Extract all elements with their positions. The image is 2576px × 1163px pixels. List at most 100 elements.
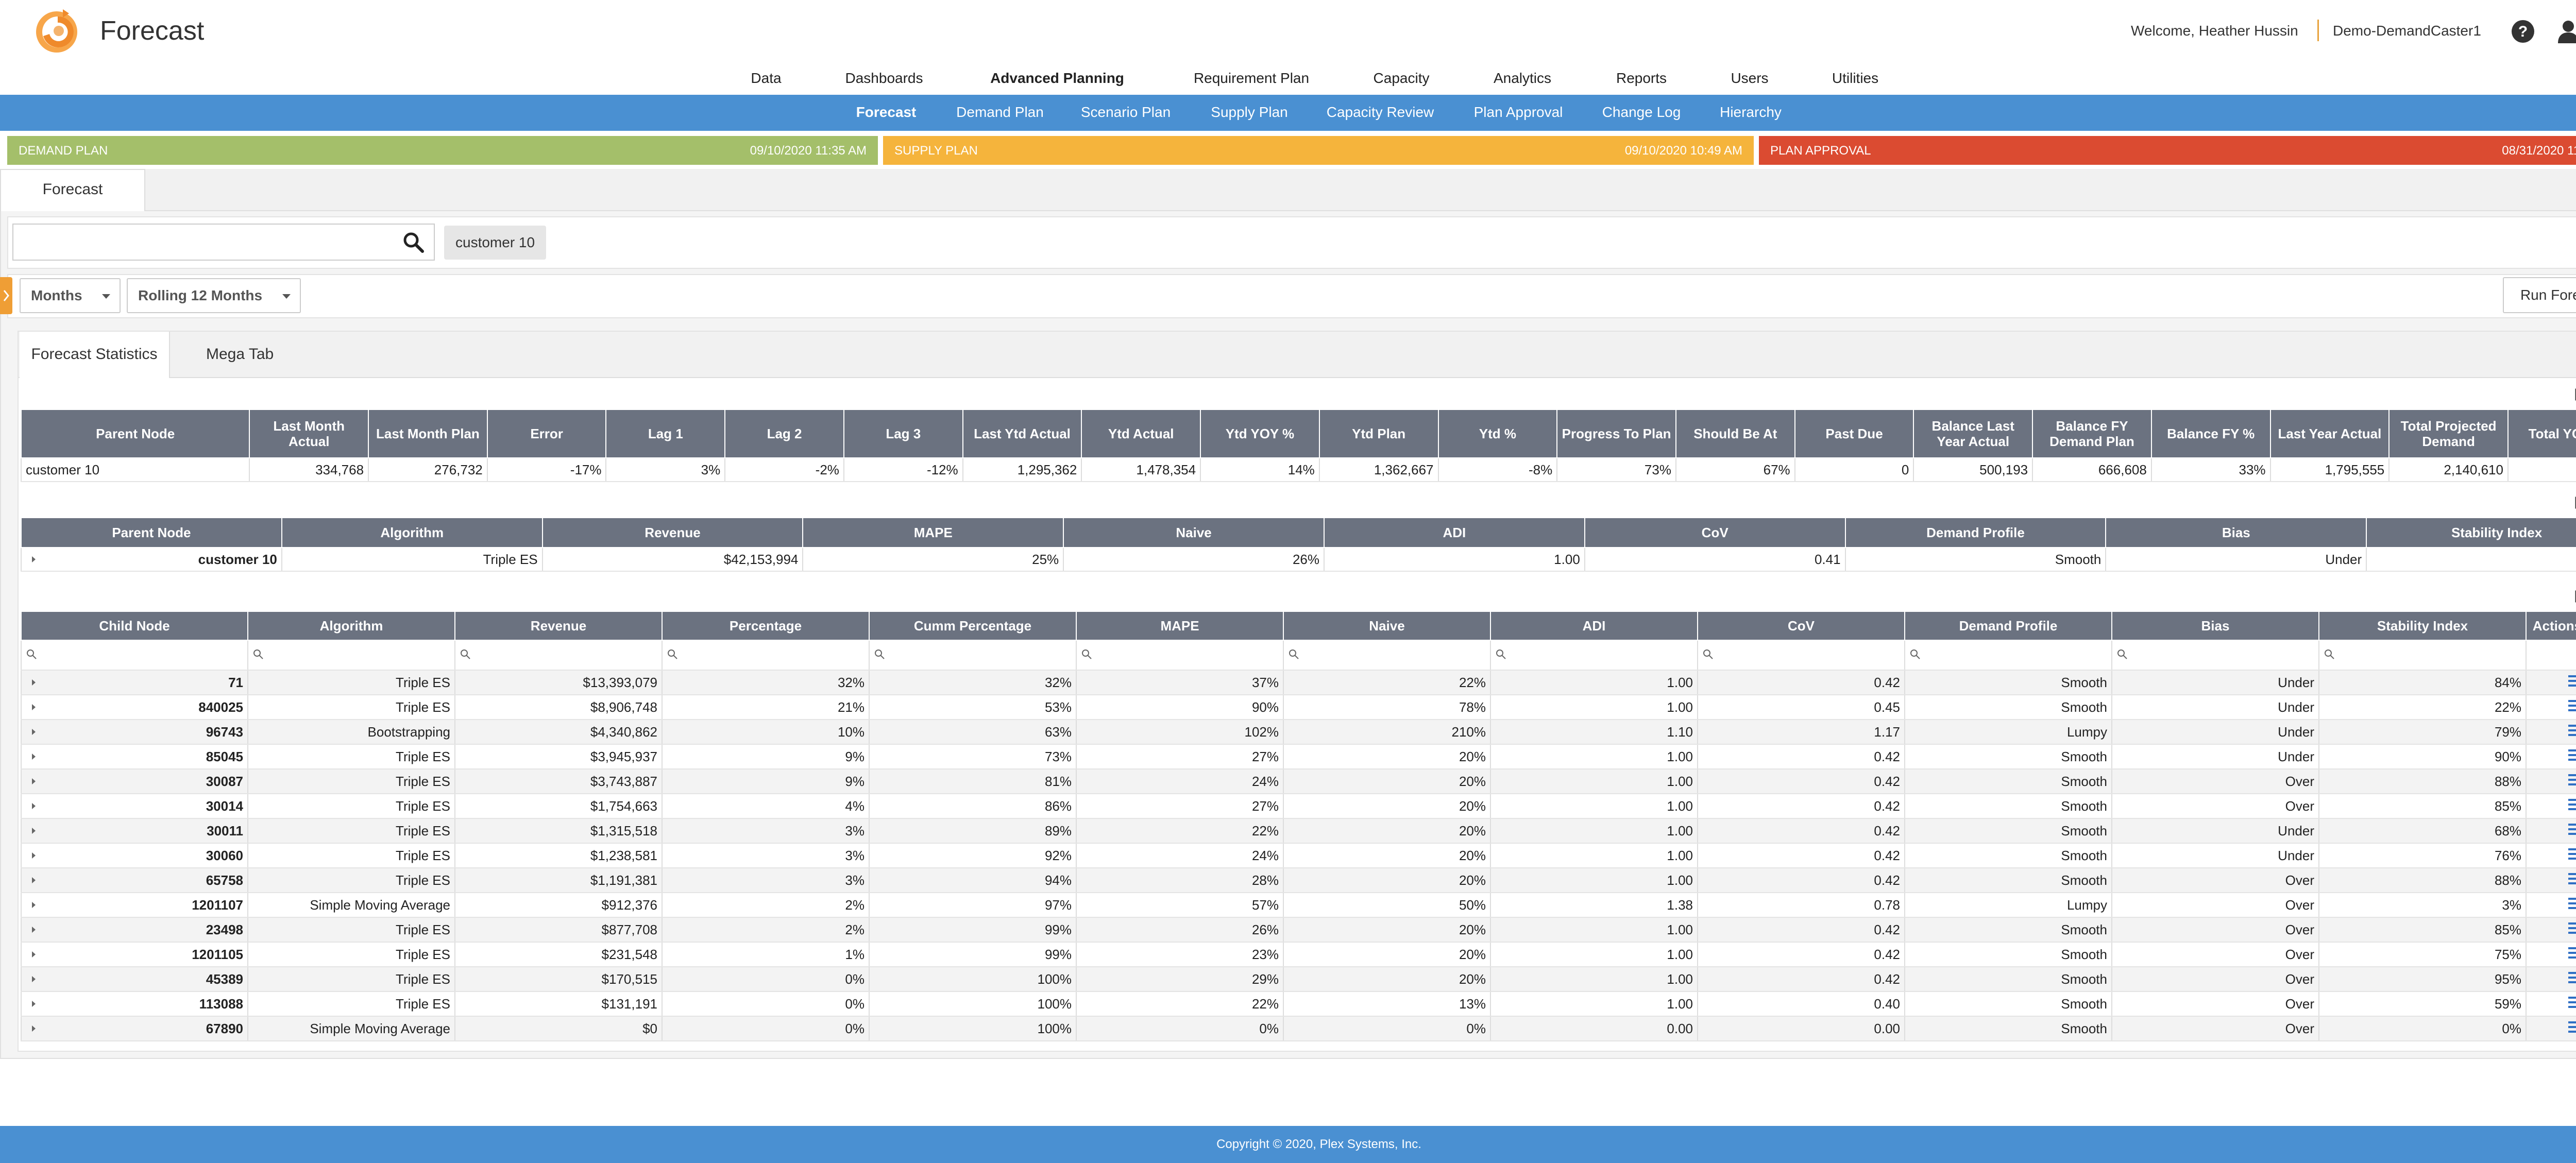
column-header-naive[interactable]: Naive [1283,611,1491,641]
column-filter[interactable] [869,640,1076,671]
column-header-cumm-percentage[interactable]: Cumm Percentage [869,611,1077,641]
node-cell[interactable]: customer 10 [21,548,282,572]
search-input[interactable] [12,224,435,261]
actions-menu-cell[interactable] [2526,868,2576,893]
subnav-item-capacity-review[interactable]: Capacity Review [1326,104,1434,120]
actions-menu-cell[interactable] [2526,744,2576,769]
actions-menu-cell[interactable] [2526,794,2576,819]
column-header-should-be-at[interactable]: Should Be At [1675,409,1795,458]
node-cell[interactable]: 85045 [21,744,248,769]
copy-icon[interactable] [2574,493,2576,512]
expand-icon[interactable] [32,1001,36,1007]
column-filter[interactable] [21,640,248,671]
actions-menu-cell[interactable] [2526,1016,2576,1041]
actions-menu-icon[interactable] [2567,772,2576,788]
column-header-parent-node[interactable]: Parent Node [20,409,250,458]
node-cell[interactable]: 30087 [21,769,248,794]
table-row[interactable]: 23498 Triple ES $877,708 2% 99% 26% 20% 1.00 0.4… [21,917,2576,943]
column-filter[interactable] [662,640,869,671]
expand-icon[interactable] [32,679,36,686]
logo-icon[interactable] [32,6,81,56]
node-cell[interactable]: 840025 [21,695,248,720]
actions-menu-icon[interactable] [2567,945,2576,961]
column-filter[interactable] [1697,640,1905,671]
copy-icon[interactable] [2574,385,2576,404]
column-header-total-yoy[interactable]: Total YOY % [2507,409,2576,458]
table-row[interactable]: 1201107 Simple Moving Average $912,376 2% 97… [21,893,2576,918]
node-cell[interactable]: 113088 [21,991,248,1017]
table-row[interactable]: 113088 Triple ES $131,191 0% 100% 22% 13% 1.00 0… [21,991,2576,1017]
column-header-algorithm[interactable]: Algorithm [281,517,543,548]
column-header-adi[interactable]: ADI [1490,611,1698,641]
actions-menu-cell[interactable] [2526,720,2576,745]
actions-menu-cell[interactable] [2526,917,2576,943]
column-header-bias[interactable]: Bias [2111,611,2319,641]
status-bar-plan-approval[interactable]: PLAN APPROVAL 08/31/2020 11:01 PM [1759,136,2576,165]
column-filter[interactable] [2318,640,2526,671]
column-filter[interactable] [454,640,662,671]
column-header-stability-index[interactable]: Stability Index [2318,611,2527,641]
column-header-ytd-yoy[interactable]: Ytd YOY % [1200,409,1320,458]
column-header-last-month-actual[interactable]: Last Month Actual [249,409,369,458]
node-cell[interactable]: 30014 [21,794,248,819]
actions-menu-cell[interactable] [2526,991,2576,1017]
column-header-ytd-actual[interactable]: Ytd Actual [1081,409,1201,458]
subnav-item-demand-plan[interactable]: Demand Plan [956,104,1044,120]
column-header-last-year-actual[interactable]: Last Year Actual [2269,409,2390,458]
tab-forecast-page[interactable]: Forecast [0,169,145,211]
expand-icon[interactable] [32,828,36,834]
column-filter[interactable] [1283,640,1490,671]
column-header-naive[interactable]: Naive [1063,517,1325,548]
expand-icon[interactable] [32,852,36,859]
column-filter[interactable] [2111,640,2319,671]
search-filter-chip[interactable]: customer 10 [444,226,547,260]
expand-icon[interactable] [32,877,36,883]
actions-menu-cell[interactable] [2526,670,2576,695]
tenant-name[interactable]: Demo-DemandCaster1 [2333,23,2481,39]
column-header-percentage[interactable]: Percentage [662,611,870,641]
column-header-bias[interactable]: Bias [2105,517,2367,548]
table-row[interactable]: 96743 Bootstrapping $4,340,862 10% 63% 102% 21… [21,720,2576,745]
column-header-ytd-plan[interactable]: Ytd Plan [1318,409,1439,458]
column-header-revenue[interactable]: Revenue [541,517,804,548]
expand-icon[interactable] [32,778,36,784]
actions-menu-icon[interactable] [2567,797,2576,812]
column-header-total-projected-demand[interactable]: Total Projected Demand [2388,409,2509,458]
actions-menu-icon[interactable] [2567,896,2576,911]
period-dropdown[interactable]: Months [20,278,121,313]
nav-item-users[interactable]: Users [1731,70,1769,86]
column-header-algorithm[interactable]: Algorithm [247,611,455,641]
actions-menu-cell[interactable] [2526,818,2576,844]
column-header-last-month-plan[interactable]: Last Month Plan [368,409,488,458]
subnav-item-supply-plan[interactable]: Supply Plan [1211,104,1288,120]
actions-menu-cell[interactable] [2526,843,2576,868]
column-header-cov[interactable]: CoV [1584,517,1846,548]
node-cell[interactable]: 96743 [21,720,248,745]
run-forecast-button[interactable]: Run Forecast [2503,277,2576,313]
node-cell[interactable]: 45389 [21,967,248,992]
actions-menu-icon[interactable] [2567,723,2576,738]
column-filter[interactable] [2526,640,2576,671]
expand-icon[interactable] [32,902,36,908]
nav-item-utilities[interactable]: Utilities [1832,70,1879,86]
user-icon[interactable] [2554,18,2576,45]
side-panel-toggle[interactable] [0,277,12,314]
column-header-balance-fy-demand-plan[interactable]: Balance FY Demand Plan [2032,409,2152,458]
table-row[interactable]: 840025 Triple ES $8,906,748 21% 53% 90% 78% 1.0… [21,695,2576,720]
nav-item-capacity[interactable]: Capacity [1373,70,1430,86]
nav-item-data[interactable]: Data [751,70,782,86]
subnav-item-forecast[interactable]: Forecast [856,104,917,120]
actions-menu-icon[interactable] [2567,970,2576,985]
node-cell[interactable]: 67890 [21,1016,248,1041]
column-filter[interactable] [1904,640,2112,671]
expand-icon[interactable] [32,1025,36,1032]
actions-menu-icon[interactable] [2567,747,2576,763]
expand-icon[interactable] [32,704,36,710]
actions-menu-cell[interactable] [2526,942,2576,967]
column-header-parent-node[interactable]: Parent Node [21,517,282,548]
actions-menu-icon[interactable] [2567,871,2576,886]
subnav-item-change-log[interactable]: Change Log [1602,104,1681,120]
actions-menu-icon[interactable] [2567,822,2576,837]
column-header-last-ytd-actual[interactable]: Last Ytd Actual [962,409,1082,458]
column-header-cov[interactable]: CoV [1697,611,1905,641]
